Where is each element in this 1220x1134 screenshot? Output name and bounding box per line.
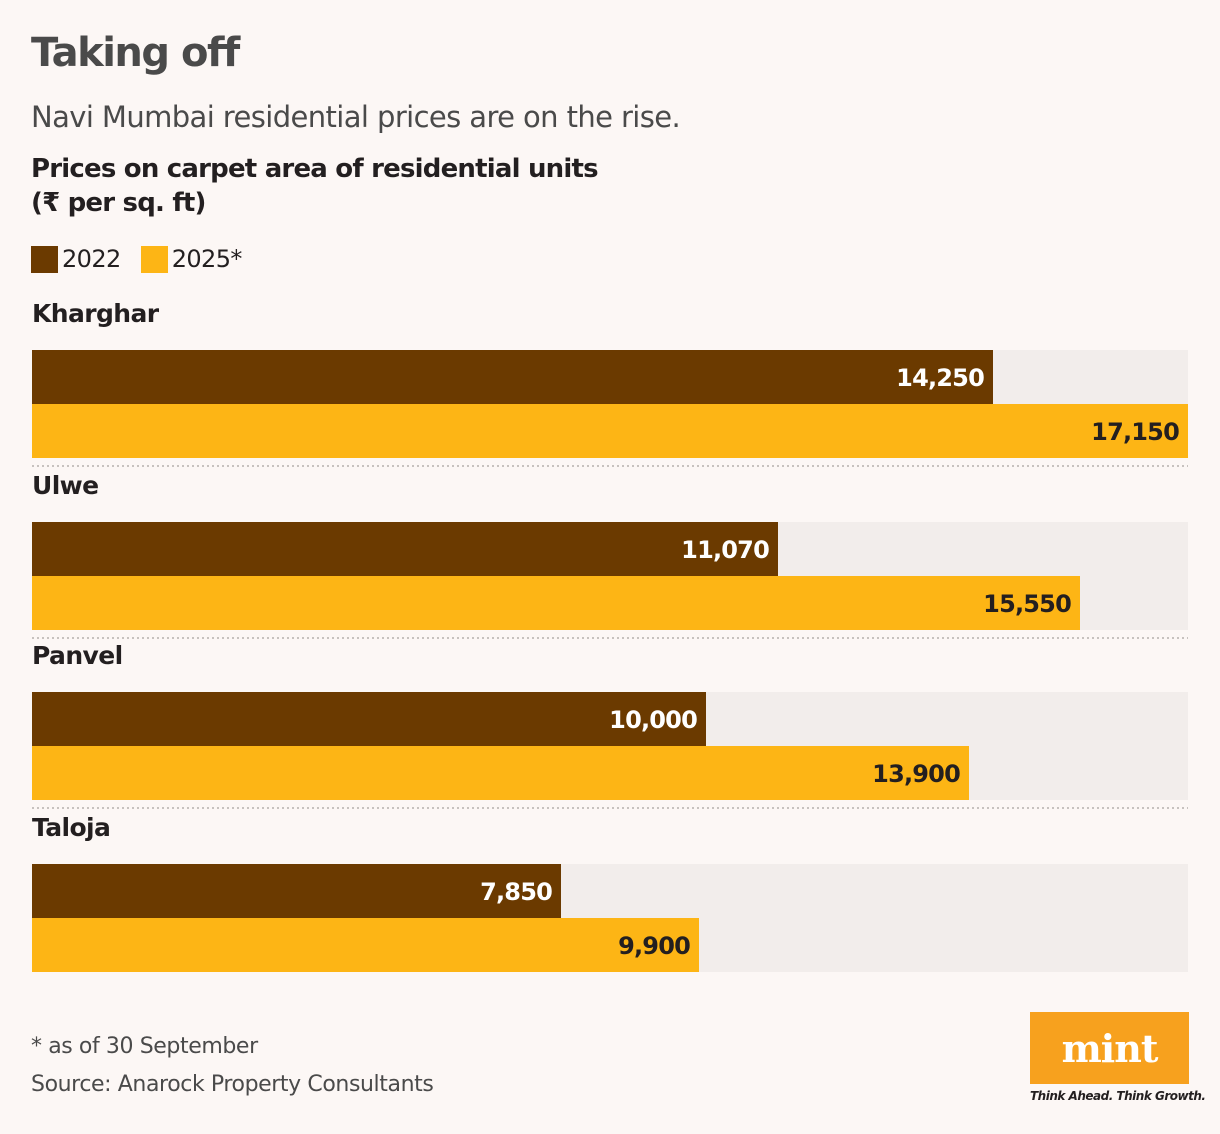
chart-subtitle: Navi Mumbai residential prices are on th… — [31, 100, 681, 134]
legend-swatch-2022 — [31, 245, 58, 273]
legend: 2022 2025* — [31, 245, 262, 273]
bar-taloja-2022 — [32, 864, 561, 918]
legend-swatch-2025 — [140, 245, 168, 273]
data-label-taloja-2025: 9,900 — [618, 932, 690, 960]
source-note: Source: Anarock Property Consultants — [31, 1072, 434, 1097]
category-label-panvel: Panvel — [32, 641, 123, 670]
units-label-line-2: (₹ per sq. ft) — [31, 188, 206, 218]
footnote: * as of 30 September — [31, 1034, 258, 1059]
legend-label-2022: 2022 — [62, 245, 121, 273]
data-label-ulwe-2022: 11,070 — [681, 536, 769, 564]
bar-taloja-2025 — [32, 918, 699, 972]
legend-item-2022: 2022 — [31, 245, 121, 273]
mint-logo: mint — [1030, 1012, 1189, 1084]
chart-title: Taking off — [31, 30, 240, 76]
bar-ulwe-2022 — [32, 522, 778, 576]
category-label-ulwe: Ulwe — [32, 471, 99, 500]
mint-tagline: Think Ahead. Think Growth. — [1030, 1089, 1206, 1103]
bar-kharghar-2022 — [32, 350, 993, 404]
legend-label-2025: 2025* — [171, 245, 243, 273]
data-label-taloja-2022: 7,850 — [480, 878, 552, 906]
category-label-taloja: Taloja — [32, 813, 110, 842]
bar-kharghar-2025 — [32, 404, 1188, 458]
mint-logo-word: mint — [1061, 1025, 1159, 1071]
bar-panvel-2025 — [32, 746, 969, 800]
data-label-ulwe-2025: 15,550 — [983, 590, 1071, 618]
data-label-kharghar-2022: 14,250 — [896, 364, 984, 392]
units-label: Prices on carpet area of residential uni… — [31, 152, 599, 220]
category-label-kharghar: Kharghar — [32, 299, 160, 328]
units-label-line-1: Prices on carpet area of residential uni… — [31, 154, 599, 184]
data-label-panvel-2022: 10,000 — [609, 706, 697, 734]
bar-chart: Kharghar 14,250 17,150 Ulwe 11,070 15,550 Panv… — [32, 299, 1188, 972]
bar-ulwe-2025 — [32, 576, 1080, 630]
data-label-kharghar-2025: 17,150 — [1091, 418, 1179, 446]
data-label-panvel-2025: 13,900 — [872, 760, 960, 788]
bar-panvel-2022 — [32, 692, 706, 746]
legend-item-2025: 2025* — [140, 245, 243, 273]
